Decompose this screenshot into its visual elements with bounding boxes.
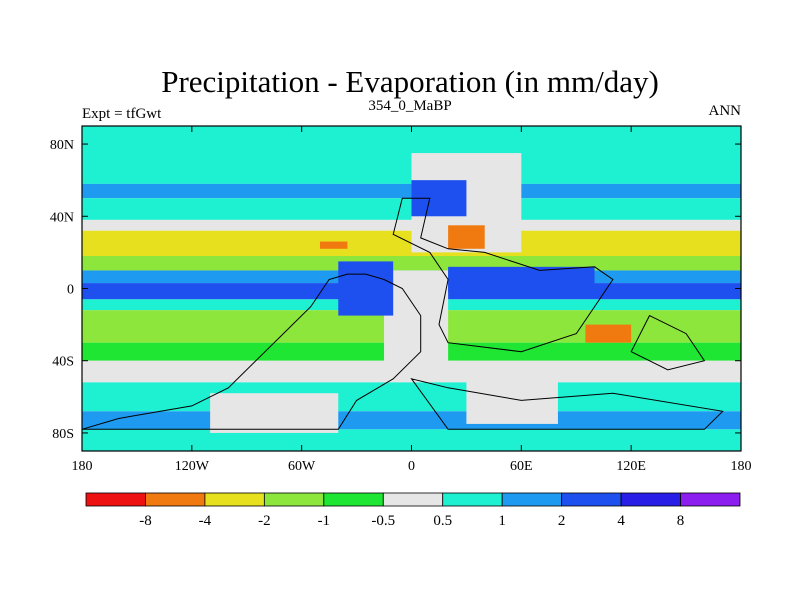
colorbar-swatch-5	[382, 492, 444, 507]
colorbar-swatch-2	[204, 492, 265, 507]
field-region-2	[384, 270, 449, 370]
field-region-7	[338, 261, 394, 316]
colorbar-label-3: -1	[318, 513, 331, 529]
y-tick-label-0: 80N	[50, 138, 74, 153]
colorbar-swatch-7	[501, 492, 563, 507]
y-tick-label-3: 40S	[52, 355, 74, 370]
colorbar-swatch-1	[145, 492, 206, 507]
colorbar-label-2: -2	[258, 513, 271, 529]
zonal-band-14	[82, 429, 741, 451]
field-region-10	[319, 241, 348, 249]
zonal-band-12	[82, 382, 741, 412]
zonal-band-13	[82, 411, 741, 430]
colorbar-label-8: 4	[617, 513, 625, 529]
subtitle-left: Expt = tfGwt	[82, 106, 162, 122]
field-region-6	[448, 266, 595, 293]
colorbar-label-1: -4	[199, 513, 212, 529]
continent-outline-1	[392, 197, 614, 353]
zonal-band-5	[82, 256, 741, 271]
x-tick-label-4: 60E	[510, 459, 533, 474]
colorbar-swatch-3	[263, 492, 325, 507]
colorbar-swatch-10	[680, 492, 741, 507]
field-region-4	[210, 393, 339, 433]
continent-outline-3	[410, 377, 724, 430]
colorbar-label-7: 2	[558, 513, 566, 529]
field-region-8	[448, 225, 485, 249]
subtitle-center: 354_0_MaBP	[368, 98, 451, 114]
field-region-3	[466, 378, 558, 424]
colorbar: -8 -4 -2 -1 -0.5 0.5 1 2 4 8	[85, 492, 741, 529]
subtitle-right: ANN	[709, 103, 742, 119]
y-tick-label-4: 80S	[52, 427, 74, 442]
continent-outline-2	[630, 314, 706, 371]
x-tick-label-3: 0	[408, 459, 415, 474]
colorbar-label-5: 0.5	[433, 513, 452, 529]
colorbar-swatch-0	[85, 492, 146, 507]
x-tick-label-1: 120W	[175, 459, 210, 474]
colorbar-label-9: 8	[677, 513, 685, 529]
continent-outline-0	[81, 273, 422, 430]
colorbar-label-4: -0.5	[371, 513, 395, 529]
colorbar-swatch-6	[442, 492, 503, 507]
x-tick-label-2: 60W	[288, 459, 316, 474]
colorbar-swatch-9	[620, 492, 681, 507]
x-tick-label-6: 180	[731, 459, 752, 474]
colorbar-label-6: 1	[498, 513, 506, 529]
continent-outlines	[81, 197, 724, 430]
y-tick-label-1: 40N	[50, 210, 74, 225]
colorbar-swatch-8	[561, 492, 622, 507]
x-tick-label-0: 180	[72, 459, 93, 474]
map-field	[82, 126, 741, 451]
zonal-band-11	[82, 360, 741, 383]
colorbar-label-0: -8	[139, 513, 152, 529]
y-tick-label-2: 0	[67, 283, 74, 298]
chart-title: Precipitation - Evaporation (in mm/day)	[161, 64, 659, 99]
colorbar-swatch-4	[323, 492, 384, 507]
x-tick-label-5: 120E	[616, 459, 646, 474]
axis-ticks: 180 120W 60W 0 60E 120E 180 80N 40N 0 40S 80S	[50, 126, 752, 474]
field-region-9	[585, 324, 632, 343]
